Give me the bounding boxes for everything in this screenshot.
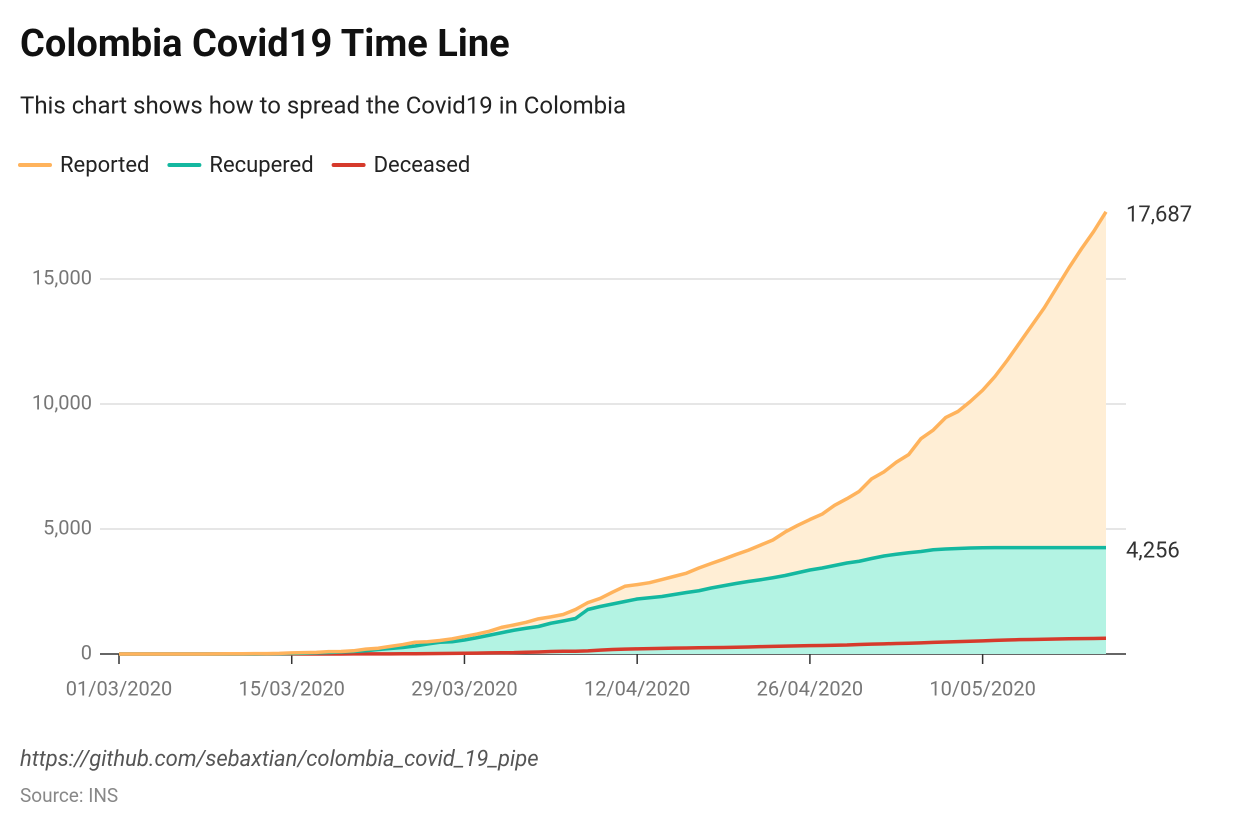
y-tick-label: 5,000	[43, 515, 92, 539]
chart-title: Colombia Covid19 Time Line	[20, 22, 510, 66]
x-tick-label: 26/04/2020	[757, 676, 863, 700]
x-tick-label: 29/03/2020	[411, 676, 517, 700]
x-tick-label: 12/04/2020	[584, 676, 690, 700]
footer-link: https://github.com/sebaxtian/colombia_co…	[20, 747, 539, 772]
y-tick-label: 10,000	[32, 390, 92, 414]
x-tick-label: 01/03/2020	[66, 676, 172, 700]
y-tick-label: 0	[81, 640, 92, 664]
legend-label: Reported	[60, 153, 149, 178]
area	[119, 547, 1106, 654]
legend-label: Deceased	[374, 153, 471, 178]
area	[119, 211, 1106, 654]
y-tick-label: 15,000	[32, 265, 92, 289]
end-label: 4,256	[1126, 538, 1180, 563]
source: Source: INS	[20, 784, 118, 807]
legend-label: Recupered	[209, 153, 313, 178]
chart-subtitle: This chart shows how to spread the Covid…	[20, 91, 626, 119]
line	[119, 210, 1108, 656]
x-tick-label: 15/03/2020	[239, 676, 345, 700]
x-tick-label: 10/05/2020	[929, 676, 1035, 700]
end-label: 17,687	[1126, 203, 1192, 228]
